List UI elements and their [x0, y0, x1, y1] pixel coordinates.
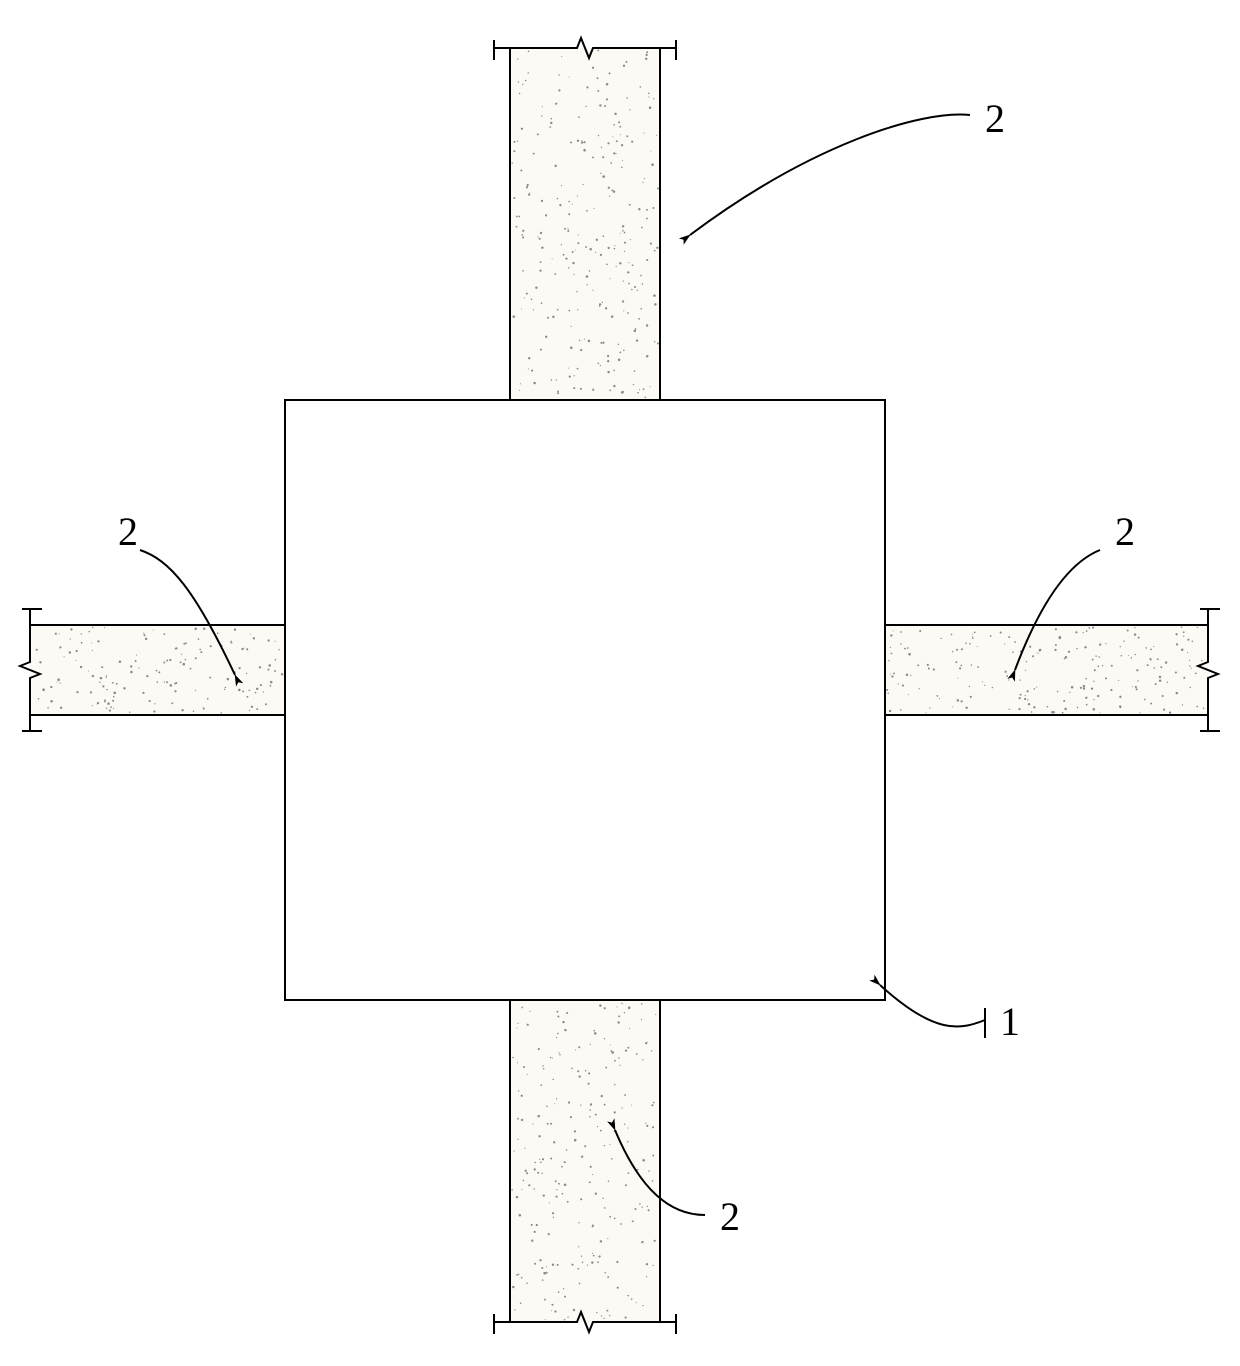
- callout-label: 1: [1000, 999, 1020, 1044]
- engineering-diagram: 1 2 2 2 2: [0, 0, 1240, 1366]
- callout-label: 2: [720, 1194, 740, 1239]
- central-square: [285, 400, 885, 1000]
- callout-label: 2: [1115, 509, 1135, 554]
- callout-label: 2: [985, 96, 1005, 141]
- callout-label: 2: [118, 509, 138, 554]
